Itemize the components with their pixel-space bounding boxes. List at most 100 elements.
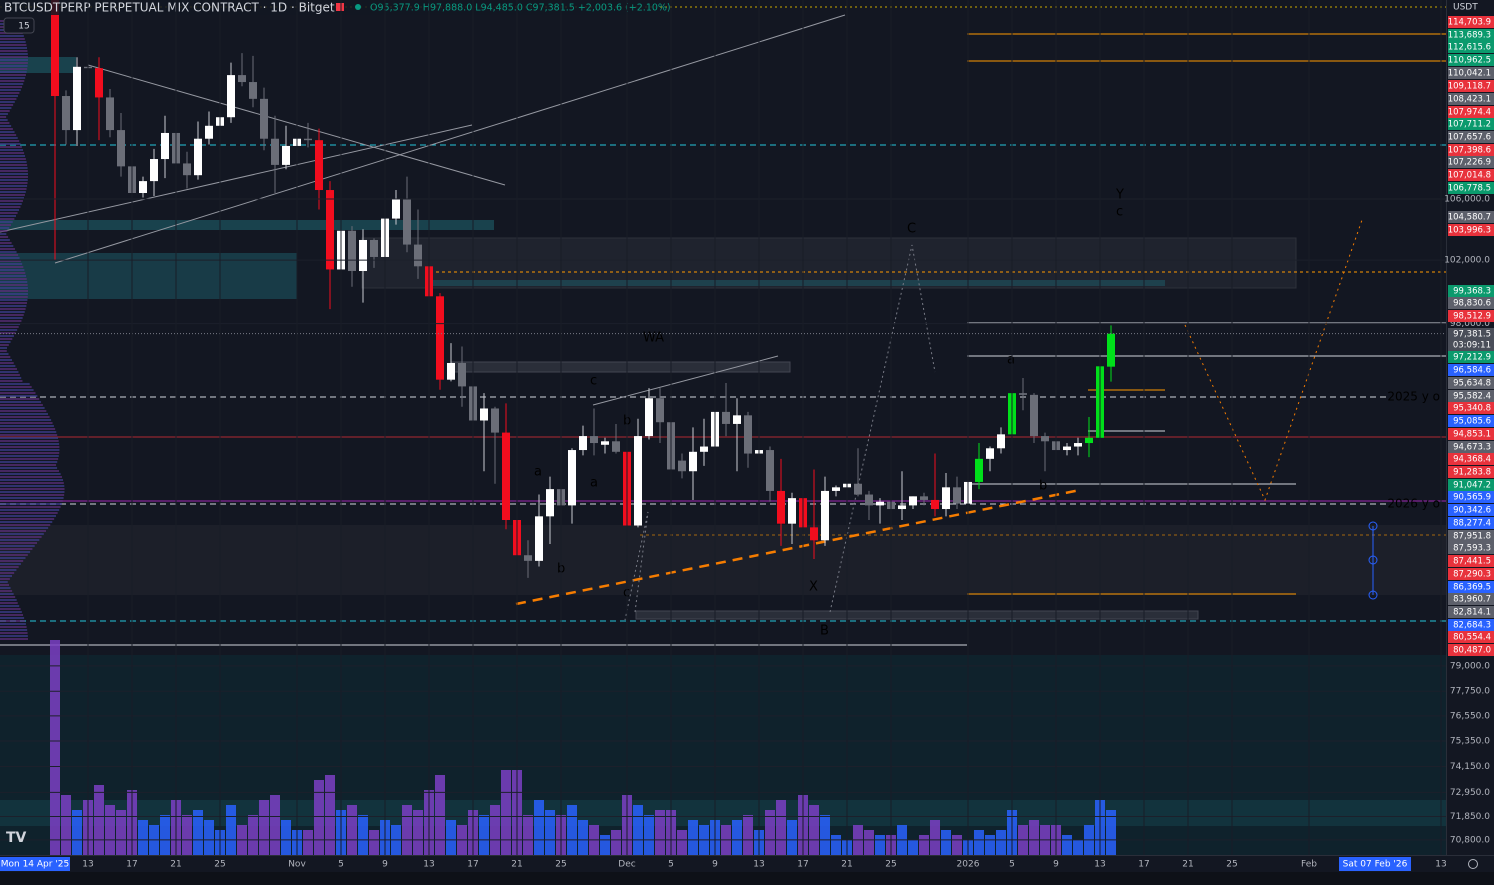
profile-bar — [0, 524, 51, 526]
flag[interactable] — [336, 3, 344, 11]
profile-bar — [0, 575, 13, 577]
x-tick-label: 13 — [423, 860, 434, 870]
profile-bar — [0, 194, 25, 196]
price-tag — [1448, 118, 1494, 130]
profile-bar — [0, 299, 28, 301]
volume-bar — [776, 800, 786, 855]
profile-bar — [0, 455, 59, 457]
price-tag-label: 104,580.7 — [1448, 213, 1491, 223]
profile-bar — [0, 227, 10, 229]
price-tag-label: 103,996.3 — [1448, 226, 1491, 236]
x-tick-label: Feb — [1301, 860, 1317, 870]
price-tag — [1448, 491, 1494, 503]
candle-body — [183, 163, 191, 176]
profile-bar — [0, 500, 63, 502]
candle-body — [436, 296, 444, 380]
price-tag — [1448, 67, 1494, 79]
price-tag — [1448, 390, 1494, 402]
price-tag-label: 110,962.5 — [1448, 56, 1491, 66]
profile-bar — [0, 452, 60, 454]
candle-body — [370, 239, 378, 257]
countdown: 03:09:11 — [1453, 341, 1491, 351]
price-tag — [1448, 106, 1494, 118]
volume-bar — [358, 815, 368, 855]
volume-bar — [248, 815, 258, 855]
profile-bar — [0, 341, 11, 343]
price-tag-label: 107,711.2 — [1448, 120, 1491, 130]
volume-bar — [303, 830, 313, 855]
profile-bar — [0, 614, 24, 616]
price-tag-label: 94,368.4 — [1453, 455, 1491, 465]
annotation: 2026 y o — [1387, 497, 1440, 511]
volume-bar — [94, 785, 104, 855]
annotation: 2025 y o — [1387, 390, 1440, 404]
profile-bar — [0, 401, 42, 403]
candle-body — [271, 138, 279, 165]
profile-bar — [0, 251, 17, 253]
price-tag-label: 110,042.1 — [1448, 69, 1491, 79]
price-tag — [1448, 542, 1494, 554]
zone — [635, 610, 1199, 620]
profile-bar — [0, 470, 59, 472]
candle-body — [73, 66, 81, 131]
volume-bar — [347, 805, 357, 855]
price-tag-label: 108,423.1 — [1448, 95, 1491, 105]
price-tag — [1448, 479, 1494, 491]
volume-bar — [732, 820, 742, 855]
profile-bar — [0, 548, 33, 550]
x-tick-label: 9 — [712, 860, 718, 870]
annotation: c — [1116, 205, 1123, 220]
price-tag — [1448, 504, 1494, 516]
profile-bar — [0, 494, 65, 496]
volume-bar — [138, 820, 148, 855]
profile-bar — [0, 632, 28, 634]
y-tick-label: 106,000.0 — [1444, 194, 1490, 204]
price-tag — [1448, 297, 1494, 309]
price-tag-label: 87,951.8 — [1453, 532, 1491, 542]
profile-bar — [0, 41, 26, 43]
interval-badge[interactable] — [3, 17, 35, 34]
volume-bar — [281, 820, 291, 855]
price-tag — [1448, 351, 1494, 363]
profile-bar — [0, 329, 18, 331]
candle-body — [898, 505, 906, 510]
y-tick-label: 102,000.0 — [1444, 256, 1490, 266]
profile-bar — [0, 293, 28, 295]
volume-bar — [655, 810, 665, 855]
interval-badge-label[interactable]: 15 — [18, 22, 29, 32]
projection — [624, 511, 649, 621]
price-tag-label: 88,277.4 — [1453, 519, 1491, 529]
x-tick-label: 17 — [467, 860, 478, 870]
volume-bar — [72, 810, 82, 855]
candle-body — [568, 450, 576, 506]
volume-bar — [930, 820, 940, 855]
volume-bar — [1073, 840, 1083, 855]
trendline — [0, 124, 473, 233]
candle-body — [579, 436, 587, 451]
profile-bar — [0, 155, 26, 157]
profile-bar — [0, 572, 15, 574]
x-tick-label: 21 — [170, 860, 181, 870]
annotation: WA — [643, 331, 664, 346]
profile-bar — [0, 113, 8, 115]
price-tag-label: 97,212.9 — [1453, 353, 1491, 363]
candle-body — [689, 451, 697, 472]
header-bg — [0, 0, 660, 15]
candle-body — [161, 132, 169, 160]
price-tag — [1448, 568, 1494, 580]
price-tag-label: 87,593.3 — [1453, 544, 1491, 554]
profile-bar — [0, 65, 28, 67]
profile-bar — [0, 536, 42, 538]
profile-bar — [0, 269, 25, 271]
profile-bar — [0, 149, 24, 151]
volume-bar — [325, 775, 335, 855]
profile-bar — [0, 86, 23, 88]
candle-body — [117, 130, 125, 167]
candle-body — [403, 198, 411, 245]
volume-bar — [50, 640, 60, 855]
candle-body — [238, 75, 246, 83]
profile-bar — [0, 515, 56, 517]
settings-icon[interactable] — [1468, 859, 1478, 869]
profile-bar — [0, 101, 15, 103]
currency[interactable]: USDT — [1453, 3, 1478, 13]
